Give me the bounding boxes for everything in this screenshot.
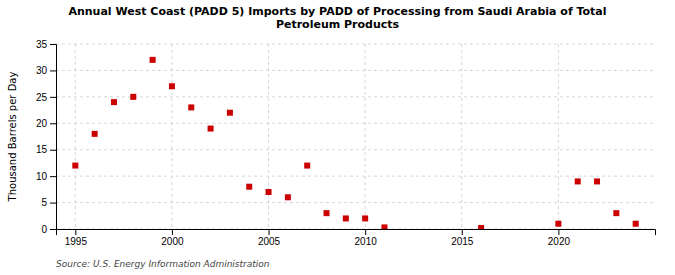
tick-mark: [50, 150, 56, 151]
grid-line: [56, 44, 655, 45]
axis-line: [50, 45, 57, 230]
tick-mark: [50, 44, 56, 45]
grid-line: [365, 44, 366, 229]
grid-line: [171, 44, 172, 229]
tick-mark: [558, 229, 559, 235]
point: [285, 194, 291, 200]
grid-line: [268, 44, 269, 229]
tick: 2015: [451, 229, 474, 247]
point: [343, 215, 349, 221]
tick-label: 2005: [258, 236, 281, 247]
point: [613, 210, 619, 216]
grid-line: [56, 149, 655, 150]
grid-line: [75, 44, 76, 229]
tick: 25: [36, 92, 56, 103]
y-axis-label: Thousand Barrels per Day: [7, 72, 18, 203]
tick: 2010: [355, 229, 378, 247]
tick-label: 35: [36, 39, 48, 50]
grid-line: [56, 96, 655, 97]
tick-mark: [365, 229, 366, 235]
point: [633, 221, 639, 227]
point: [246, 184, 252, 190]
points: [72, 57, 638, 229]
tick-mark: [172, 229, 173, 235]
grid: [56, 44, 655, 229]
y-axis: 0 5 10 15 20 25 30 35: [36, 39, 57, 235]
grid-line: [461, 44, 462, 229]
grid-line: [56, 202, 655, 203]
point: [381, 224, 387, 229]
point: [92, 131, 98, 137]
point: [72, 163, 78, 169]
tick-mark: [75, 229, 76, 235]
tick: 10: [36, 171, 56, 182]
x-axis: 1995 2000 2005 2010 2015 2020: [57, 229, 656, 247]
grid-line: [56, 176, 655, 177]
point: [188, 104, 194, 110]
point: [575, 178, 581, 184]
point: [208, 126, 214, 132]
tick-label: 2000: [161, 236, 184, 247]
axis-line: [57, 230, 656, 236]
grid-line: [56, 123, 655, 124]
point: [478, 225, 484, 229]
tick-label: 25: [36, 92, 48, 103]
tick-mark: [50, 97, 56, 98]
tick-mark: [50, 176, 56, 177]
point: [324, 210, 330, 216]
point: [227, 110, 233, 116]
tick-label: 2015: [451, 236, 474, 247]
tick-label: 30: [36, 65, 48, 76]
tick-label: 0: [41, 224, 47, 235]
chart: 1995 2000 2005 2010 2015 2020 0 5 10 15 20 25 30 35 An…: [0, 0, 675, 275]
tick-label: 2010: [355, 236, 378, 247]
tick: 20: [36, 118, 56, 129]
tick: 0: [41, 224, 56, 235]
tick-mark: [50, 123, 56, 124]
tick-label: 20: [36, 118, 48, 129]
grid-line: [56, 70, 655, 71]
point: [555, 221, 561, 227]
tick-label: 15: [36, 144, 48, 155]
tick-mark: [50, 70, 56, 71]
title: Annual West Coast (PADD 5) Imports by PA…: [68, 5, 606, 31]
tick: 2000: [161, 229, 184, 247]
tick-label: 10: [36, 171, 48, 182]
tick: 1995: [65, 229, 88, 247]
tick: 2005: [258, 229, 281, 247]
tick-mark: [50, 203, 56, 204]
tick: 5: [41, 197, 56, 208]
point: [594, 178, 600, 184]
point: [130, 94, 136, 100]
tick: 35: [36, 39, 56, 50]
tick: 15: [36, 144, 56, 155]
tick-mark: [462, 229, 463, 235]
point: [111, 99, 117, 105]
tick-mark: [269, 229, 270, 235]
tick: 30: [36, 65, 56, 76]
tick: 2020: [548, 229, 571, 247]
tick-mark: [50, 229, 56, 230]
tick-label: 1995: [65, 236, 88, 247]
tick-label: 5: [41, 197, 47, 208]
grid-line: [558, 44, 559, 229]
point: [169, 83, 175, 89]
point: [304, 163, 310, 169]
point: [150, 57, 156, 63]
tick-label: 2020: [548, 236, 571, 247]
source: Source: U.S. Energy Information Administ…: [56, 259, 270, 269]
plot-area: 1995 2000 2005 2010 2015 2020 0 5 10 15 20 25 30 35: [36, 39, 656, 247]
point: [362, 215, 368, 221]
point: [266, 189, 272, 195]
